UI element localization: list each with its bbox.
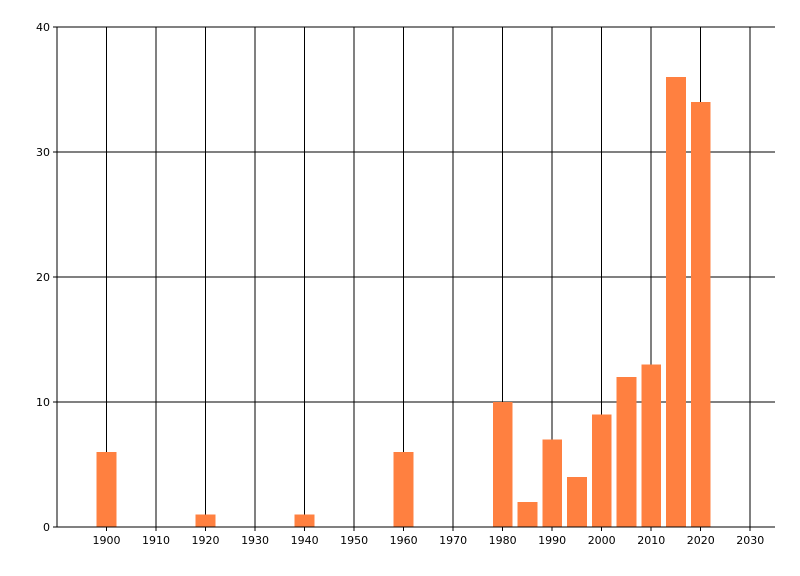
x-tick-label: 2000 (588, 534, 616, 547)
x-tick-label: 1900 (93, 534, 121, 547)
bar-1990 (542, 439, 563, 527)
bar-1985 (517, 502, 538, 527)
bar-1980 (492, 402, 513, 527)
x-tick-label: 2010 (637, 534, 665, 547)
x-tick-label: 1920 (192, 534, 220, 547)
x-tick-label: 1990 (538, 534, 566, 547)
y-tick-label: 10 (36, 396, 50, 409)
x-tick-label: 2020 (687, 534, 715, 547)
bar-1900 (96, 452, 117, 527)
bar-2015 (666, 77, 686, 527)
bar-2010 (641, 364, 662, 527)
bar-1960 (393, 452, 414, 527)
x-tick-label: 1940 (291, 534, 319, 547)
x-tick-label: 1970 (439, 534, 467, 547)
bar-2000 (591, 414, 612, 527)
x-tick-label: 1980 (489, 534, 517, 547)
x-tick-label: 1960 (390, 534, 418, 547)
x-tick-label: 2030 (736, 534, 764, 547)
y-tick-label: 40 (36, 21, 50, 34)
bar-1995 (567, 477, 587, 527)
bar-1940 (294, 514, 315, 527)
y-tick-label: 30 (36, 146, 50, 159)
y-tick-label: 20 (36, 271, 50, 284)
y-tick-label: 0 (43, 521, 50, 534)
x-tick-label: 1910 (142, 534, 170, 547)
bar-1920 (195, 514, 216, 527)
x-tick-label: 1930 (241, 534, 269, 547)
x-tick-label: 1950 (340, 534, 368, 547)
bar-2005 (616, 377, 637, 527)
bar-2020 (690, 102, 711, 527)
